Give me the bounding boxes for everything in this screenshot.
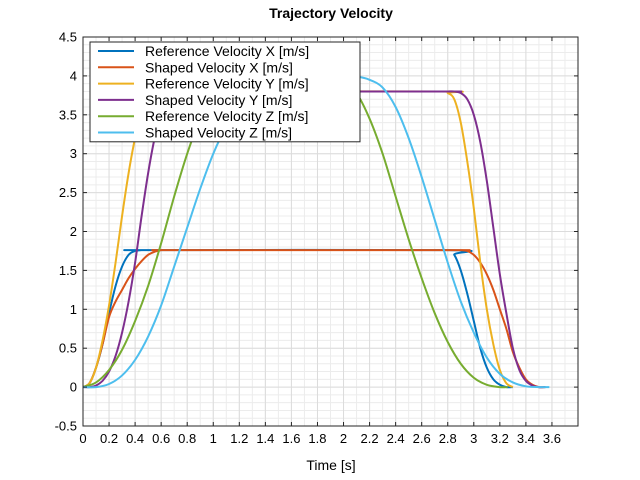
x-tick-label: 3.6 (543, 431, 561, 446)
y-tick-label: 3.5 (59, 107, 77, 122)
legend-label: Shaped Velocity Y [m/s] (145, 92, 292, 108)
x-tick-label: 0.2 (100, 431, 118, 446)
x-tick-label: 2.8 (439, 431, 457, 446)
legend-label: Reference Velocity X [m/s] (145, 43, 309, 59)
y-tick-label: 4 (70, 68, 77, 83)
x-tick-label: 0.6 (152, 431, 170, 446)
y-tick-label: 4.5 (59, 30, 77, 45)
y-tick-label: 1 (70, 302, 77, 317)
legend: Reference Velocity X [m/s]Shaped Velocit… (89, 41, 361, 143)
x-tick-label: 3 (470, 431, 477, 446)
x-tick-label: 0.4 (126, 431, 144, 446)
x-tick-label: 1.6 (282, 431, 300, 446)
y-tick-label: 2.5 (59, 185, 77, 200)
chart-title: Trajectory Velocity (269, 5, 393, 21)
x-tick-label: 2.2 (361, 431, 379, 446)
x-tick-label: 3.2 (491, 431, 509, 446)
x-tick-label: 3.4 (517, 431, 535, 446)
axis-ticks: 0 0.2 0.4 0.6 0.8 1 1.2 1.4 1.6 1.8 2 2.2 2.4 2.6 2.8 3… (55, 30, 578, 446)
y-tick-label: 0 (70, 380, 77, 395)
legend-label: Reference Velocity Y [m/s] (145, 76, 309, 92)
x-tick-label: 1.8 (308, 431, 326, 446)
legend-label: Shaped Velocity Z [m/s] (145, 125, 292, 141)
y-tick-label: 2 (70, 224, 77, 239)
y-tick-label: -0.5 (55, 419, 77, 434)
legend-label: Reference Velocity Z [m/s] (145, 108, 308, 124)
y-tick-label: 0.5 (59, 341, 77, 356)
x-tick-label: 2.4 (387, 431, 405, 446)
x-tick-label: 1 (210, 431, 217, 446)
x-tick-label: 1.2 (230, 431, 248, 446)
x-tick-label: 0 (79, 431, 86, 446)
y-tick-label: 1.5 (59, 263, 77, 278)
x-tick-label: 2 (340, 431, 347, 446)
legend-label: Shaped Velocity X [m/s] (145, 59, 293, 75)
legend-box (89, 41, 361, 143)
y-tick-label: 3 (70, 146, 77, 161)
x-tick-label: 1.4 (256, 431, 274, 446)
x-tick-label: 0.8 (178, 431, 196, 446)
x-tick-label: 2.6 (413, 431, 431, 446)
series-line-2 (83, 249, 546, 389)
x-axis-label: Time [s] (306, 457, 355, 473)
